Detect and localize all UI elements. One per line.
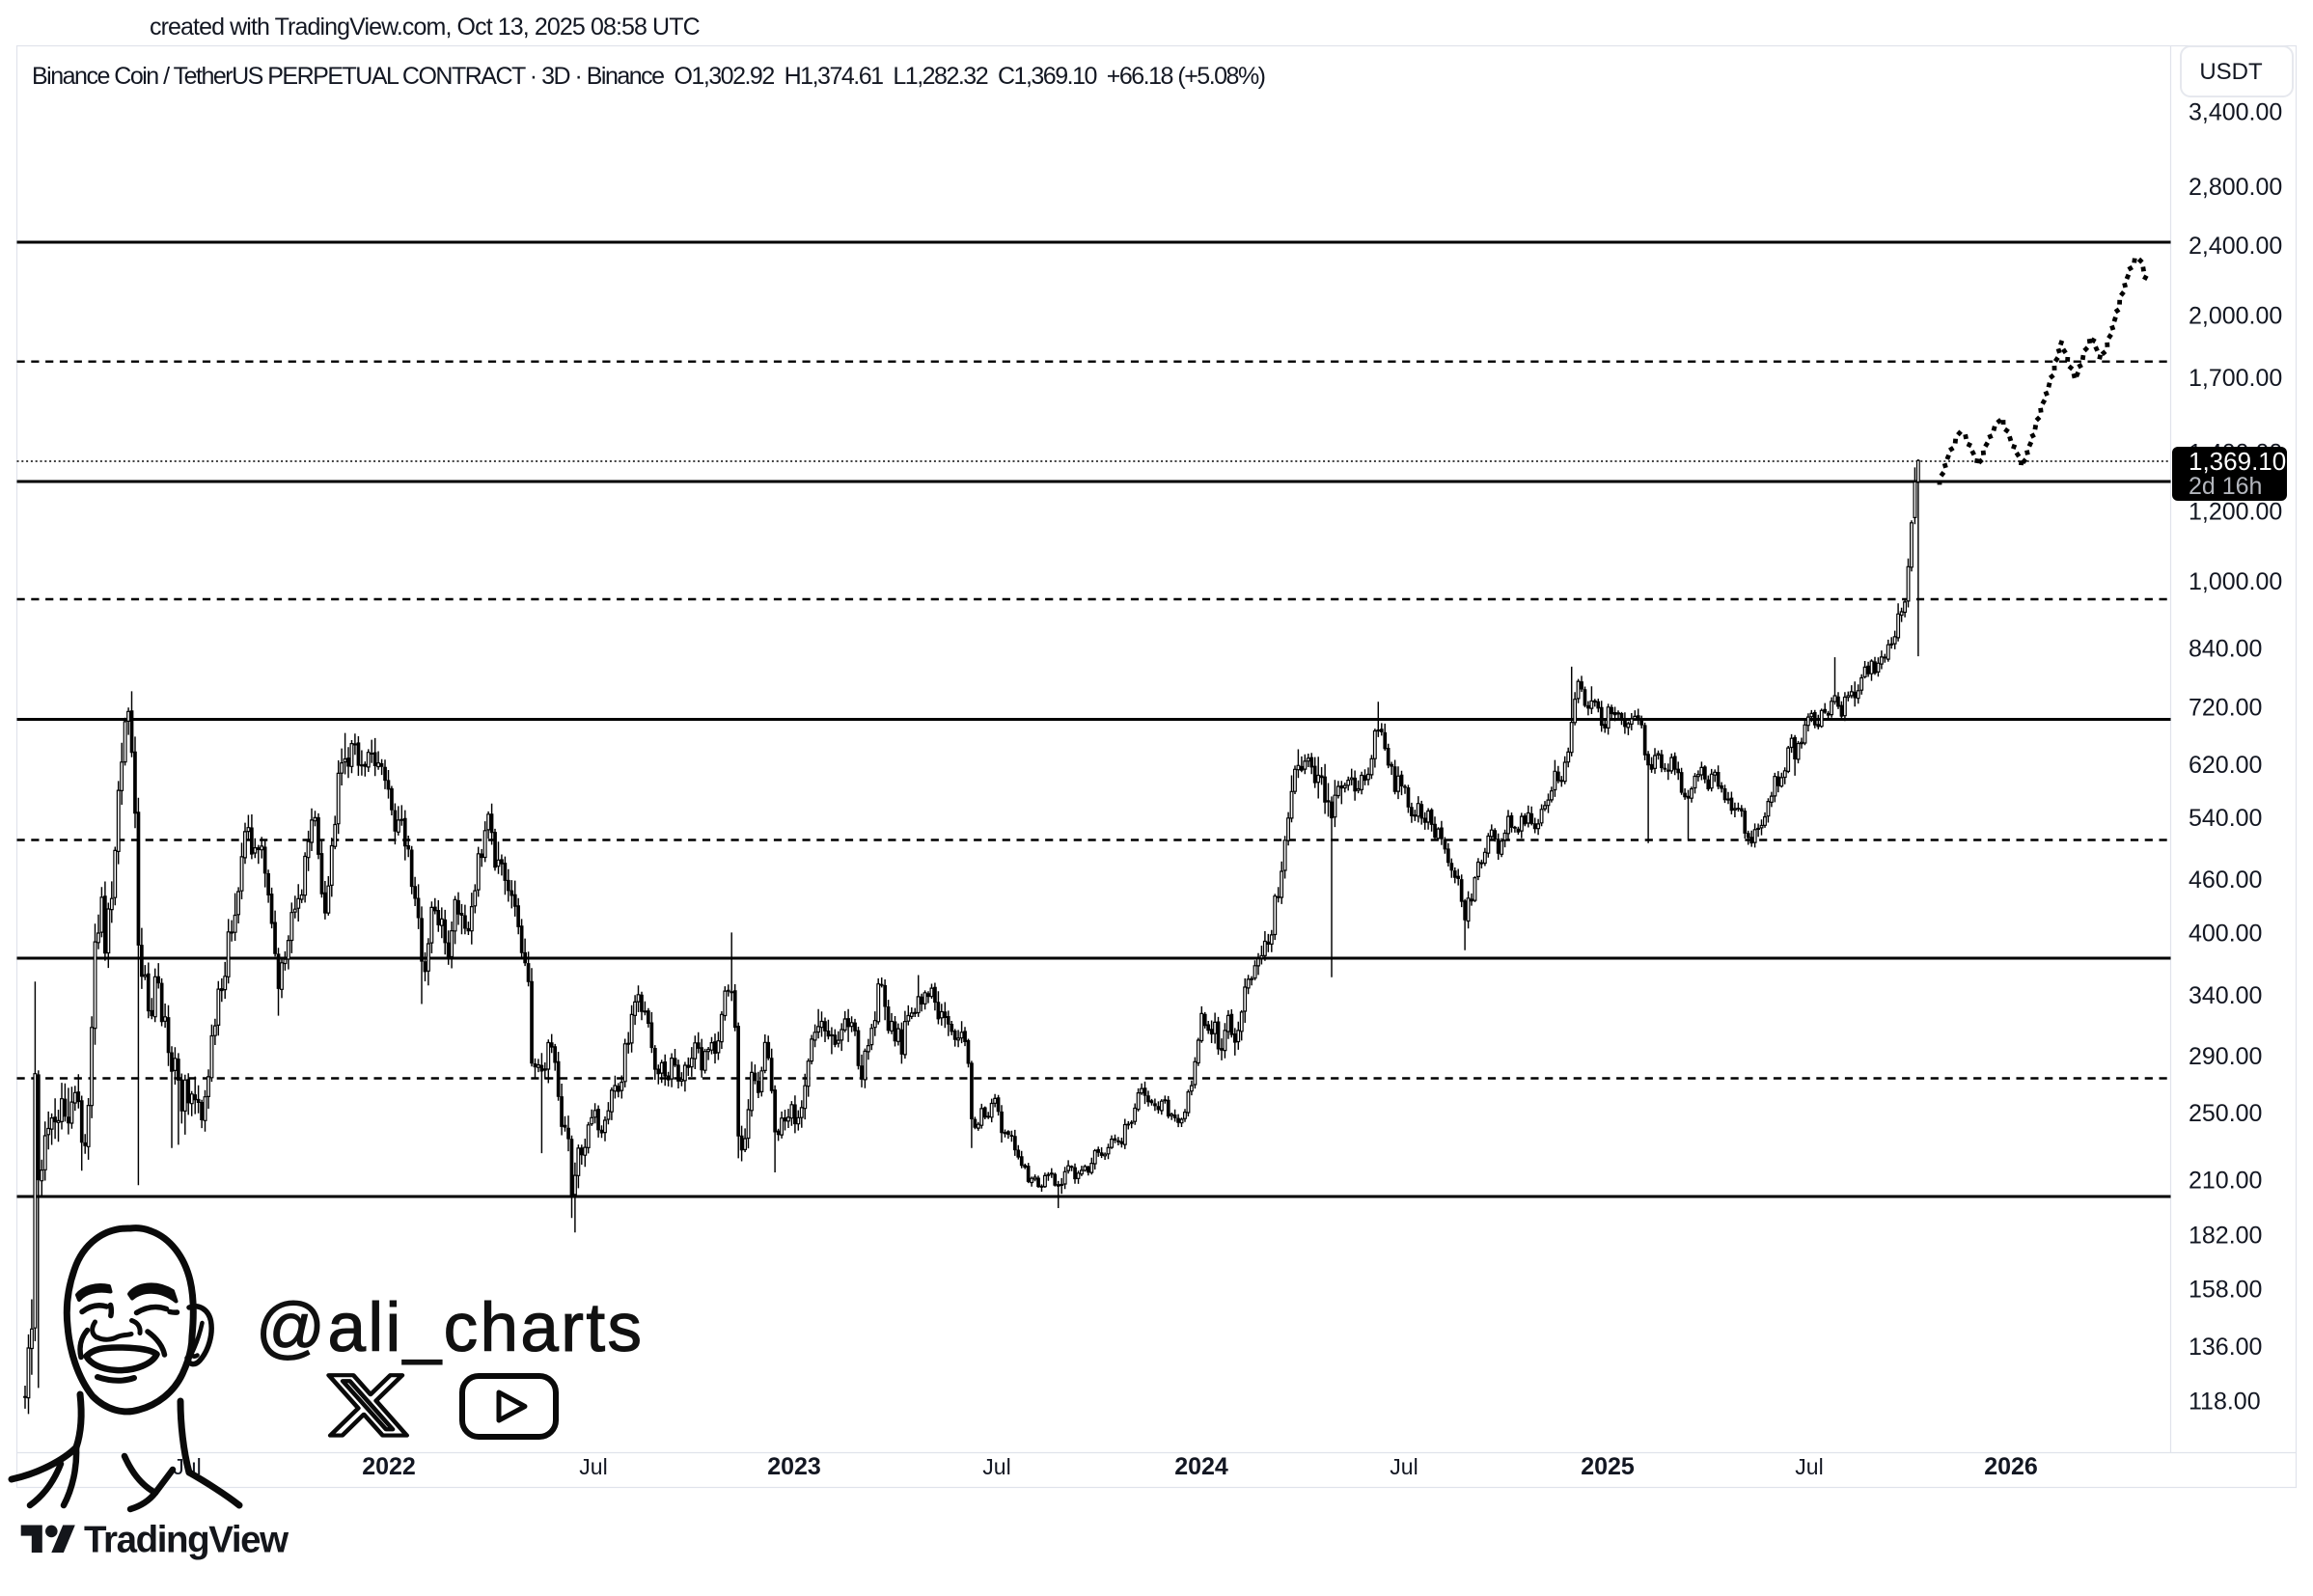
svg-text:720.00: 720.00 — [2189, 695, 2262, 722]
svg-text:3,400.00: 3,400.00 — [2189, 99, 2282, 126]
svg-text:USDT: USDT — [2199, 59, 2263, 85]
svg-text:TradingView: TradingView — [84, 1520, 289, 1561]
svg-text:Jul: Jul — [1390, 1454, 1418, 1479]
svg-text:2022: 2022 — [362, 1453, 416, 1480]
svg-text:540.00: 540.00 — [2189, 805, 2262, 832]
svg-text:400.00: 400.00 — [2189, 920, 2262, 947]
svg-text:290.00: 290.00 — [2189, 1043, 2262, 1070]
svg-text:Jul: Jul — [982, 1454, 1010, 1479]
svg-text:620.00: 620.00 — [2189, 752, 2262, 779]
svg-text:Jul: Jul — [579, 1454, 607, 1479]
svg-text:1,200.00: 1,200.00 — [2189, 499, 2282, 526]
svg-text:2,000.00: 2,000.00 — [2189, 303, 2282, 330]
svg-text:1,369.10: 1,369.10 — [2189, 447, 2286, 476]
svg-text:182.00: 182.00 — [2189, 1222, 2262, 1249]
svg-text:1,700.00: 1,700.00 — [2189, 365, 2282, 392]
svg-text:210.00: 210.00 — [2189, 1168, 2262, 1195]
svg-text:1,000.00: 1,000.00 — [2189, 568, 2282, 595]
svg-text:Jul: Jul — [1795, 1454, 1823, 1479]
svg-text:340.00: 340.00 — [2189, 982, 2262, 1009]
svg-text:2026: 2026 — [1984, 1453, 2038, 1480]
svg-text:2024: 2024 — [1174, 1453, 1228, 1480]
svg-text:250.00: 250.00 — [2189, 1100, 2262, 1127]
svg-text:Binance Coin / TetherUS PERPET: Binance Coin / TetherUS PERPETUAL CONTRA… — [32, 63, 1265, 90]
svg-text:2025: 2025 — [1581, 1453, 1635, 1480]
svg-text:840.00: 840.00 — [2189, 636, 2262, 663]
svg-text:2,800.00: 2,800.00 — [2189, 174, 2282, 201]
svg-text:118.00: 118.00 — [2189, 1389, 2261, 1416]
svg-text:158.00: 158.00 — [2189, 1277, 2262, 1304]
svg-text:created with TradingView.com,: created with TradingView.com, Oct 13, 20… — [150, 14, 701, 41]
svg-text:2023: 2023 — [767, 1453, 821, 1480]
svg-text:136.00: 136.00 — [2189, 1334, 2262, 1361]
svg-text:2,400.00: 2,400.00 — [2189, 233, 2282, 260]
svg-text:2d 16h: 2d 16h — [2189, 473, 2262, 500]
svg-text:460.00: 460.00 — [2189, 867, 2262, 894]
svg-text:@ali_charts: @ali_charts — [256, 1290, 644, 1366]
